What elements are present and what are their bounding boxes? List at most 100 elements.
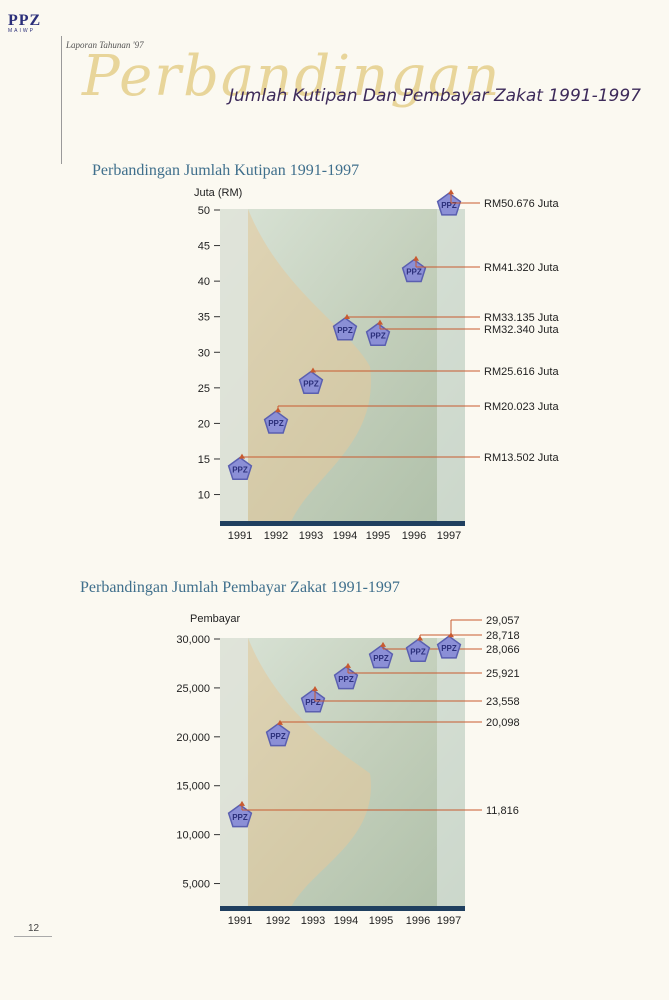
- payer-chart: Pembayar 30,000 25,000 20,000 15,000 10,000 5,…: [176, 613, 520, 927]
- x-tick-label: 1992: [264, 530, 288, 542]
- chart-2-title: Perbandingan Jumlah Pembayar Zakat 1991-…: [80, 579, 400, 596]
- data-label: RM50.676 Juta: [484, 198, 559, 210]
- data-label: RM13.502 Juta: [484, 452, 559, 464]
- data-label: 20,098: [486, 717, 520, 729]
- data-point-marker: [436, 192, 462, 216]
- y-tick-label: 25: [198, 383, 210, 395]
- ppz-logo: PPZ MAIWP: [8, 12, 41, 34]
- y-tick-label: 45: [198, 241, 210, 253]
- leader-arrow: [275, 407, 281, 413]
- plot-right-strip: [437, 638, 465, 909]
- logo-subtext: MAIWP: [8, 28, 35, 34]
- marker-logo-text: PPZ: [373, 654, 389, 663]
- data-label: RM33.135 Juta: [484, 312, 559, 324]
- leader-arrow: [239, 453, 245, 459]
- page-number-rule: [14, 936, 52, 937]
- x-tick-label: 1996: [406, 915, 430, 927]
- leader-arrow: [277, 719, 283, 725]
- x-tick-label: 1991: [228, 915, 252, 927]
- marker-logo-text: PPZ: [410, 648, 426, 657]
- y-tick-label: 10,000: [176, 830, 210, 842]
- x-tick-label: 1997: [437, 915, 461, 927]
- y-tick-label: 15: [198, 454, 210, 466]
- y-tick-label: 30,000: [176, 634, 210, 646]
- x-axis-bar: [220, 906, 465, 911]
- plot-right-strip: [437, 209, 465, 524]
- y-tick-label: 15,000: [176, 781, 210, 793]
- data-label: 29,057: [486, 615, 520, 627]
- marker-logo-text: PPZ: [232, 813, 248, 822]
- data-label: RM20.023 Juta: [484, 401, 559, 413]
- y-tick-label: 10: [198, 490, 210, 502]
- y-tick-label: 30: [198, 347, 210, 359]
- y-tick-label: 50: [198, 205, 210, 217]
- leader-arrow: [377, 319, 383, 325]
- marker-logo-text: PPZ: [268, 419, 284, 428]
- x-tick-label: 1993: [299, 530, 323, 542]
- y-tick-label: 40: [198, 276, 210, 288]
- x-tick-label: 1992: [266, 915, 290, 927]
- marker-logo-text: PPZ: [406, 268, 422, 277]
- x-axis-bar: [220, 521, 465, 526]
- data-label: RM25.616 Juta: [484, 366, 559, 378]
- data-point-marker: [333, 665, 359, 690]
- marker-logo-text: PPZ: [441, 644, 457, 653]
- ornament-motif: [220, 638, 371, 909]
- plot-left-strip: [220, 638, 248, 909]
- collection-chart: Juta (RM) 50 45 40 35 30 25 20 15 10 1991 1992 1993 1…: [194, 187, 559, 542]
- data-label: 28,718: [486, 630, 520, 642]
- marker-logo-text: PPZ: [303, 379, 319, 388]
- data-point-marker: [227, 456, 253, 481]
- data-point-marker: [332, 317, 358, 341]
- chart-1-title: Perbandingan Jumlah Kutipan 1991-1997: [92, 162, 360, 179]
- leader-arrow: [312, 686, 318, 692]
- script-title: Perbandingan: [82, 44, 502, 109]
- data-point-marker: [436, 635, 462, 659]
- logo-text: PPZ: [8, 12, 42, 29]
- marker-logo-text: PPZ: [370, 332, 386, 341]
- marker-logo-text: PPZ: [338, 675, 354, 684]
- leader-arrow: [448, 632, 454, 638]
- x-tick-label: 1996: [402, 530, 426, 542]
- x-tick-label: 1993: [301, 915, 325, 927]
- x-tick-label: 1994: [333, 530, 357, 542]
- data-label: RM41.320 Juta: [484, 262, 559, 274]
- leader-arrow: [413, 255, 419, 261]
- data-point-marker: [298, 370, 324, 394]
- report-label: Laporan Tahunan '97: [66, 40, 144, 50]
- y-tick-label: 25,000: [176, 683, 210, 695]
- marker-logo-text: PPZ: [305, 698, 321, 707]
- data-label: 28,066: [486, 644, 520, 656]
- leader-arrow: [380, 641, 386, 647]
- y-tick-label: 20,000: [176, 732, 210, 744]
- y-tick-label: 5,000: [182, 879, 210, 891]
- y-tick-label: 20: [198, 418, 210, 430]
- data-label: RM32.340 Juta: [484, 324, 559, 336]
- x-tick-label: 1995: [366, 530, 390, 542]
- header-divider: [61, 36, 62, 164]
- data-point-marker: [265, 722, 291, 747]
- data-point-marker: [300, 689, 326, 713]
- data-label: 11,816: [486, 805, 519, 817]
- leader-arrow: [417, 635, 423, 641]
- ornament-motif: [220, 209, 371, 524]
- x-tick-label: 1995: [369, 915, 393, 927]
- page-number: 12: [28, 923, 40, 934]
- page-title: Jumlah Kutipan Dan Pembayar Zakat 1991-1…: [229, 86, 642, 106]
- leader-arrow: [448, 189, 454, 195]
- leader-arrow: [345, 662, 351, 668]
- marker-logo-text: PPZ: [232, 466, 248, 475]
- y-axis-label: Pembayar: [190, 613, 240, 625]
- marker-logo-text: PPZ: [270, 732, 286, 741]
- y-tick-label: 35: [198, 312, 210, 324]
- leader-arrow: [310, 367, 316, 373]
- data-label: 23,558: [486, 696, 520, 708]
- data-point-marker: [368, 644, 394, 669]
- data-point-marker: [405, 638, 431, 662]
- x-tick-label: 1991: [228, 530, 252, 542]
- data-label: 25,921: [486, 668, 520, 680]
- x-tick-label: 1994: [334, 915, 358, 927]
- y-axis-label: Juta (RM): [194, 187, 242, 199]
- leader-arrow: [344, 313, 350, 319]
- data-point-marker: [263, 410, 289, 434]
